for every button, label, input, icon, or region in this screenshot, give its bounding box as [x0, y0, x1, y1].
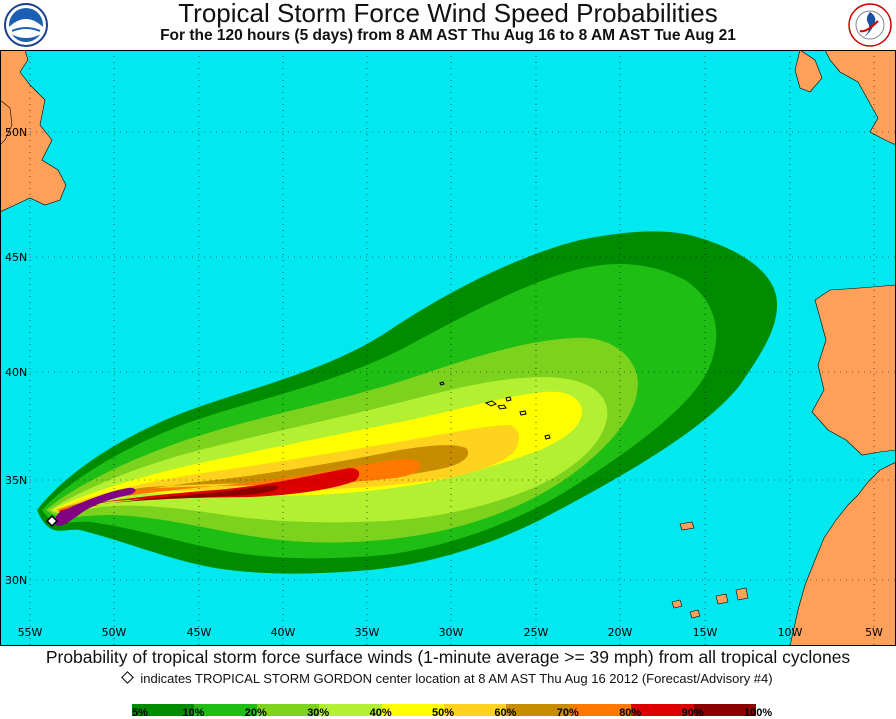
land-nova-scotia — [0, 99, 13, 146]
legend-label: 60% — [494, 707, 517, 719]
header: Tropical Storm Force Wind Speed Probabil… — [0, 0, 896, 50]
footer: Probability of tropical storm force surf… — [0, 646, 896, 719]
storm-center-note-text: indicates TROPICAL STORM GORDON center l… — [140, 671, 773, 686]
legend-label: 70% — [556, 707, 579, 719]
latitude-label: 50N — [5, 126, 27, 139]
legend-label: 40% — [369, 707, 392, 719]
land-uk — [824, 50, 896, 146]
legend-swatch — [693, 704, 756, 716]
longitude-label: 5W — [865, 626, 883, 639]
legend-swatch — [319, 704, 382, 716]
storm-center-marker — [45, 514, 59, 528]
longitude-label: 50W — [102, 626, 127, 639]
land-canaries — [671, 587, 749, 619]
azores-islands — [439, 381, 551, 440]
longitude-labels: 55W 50W 45W 40W 35W 30W 25W 20W 15W 10W 5W — [18, 626, 883, 639]
latitude-label: 30N — [5, 574, 27, 587]
probability-contours — [37, 231, 778, 574]
legend-label: 50% — [432, 707, 455, 719]
storm-center-note: indicates TROPICAL STORM GORDON center l… — [0, 671, 896, 686]
legend-label: 100% — [744, 707, 773, 719]
latitude-label: 35N — [5, 474, 27, 487]
longitude-label: 40W — [271, 626, 296, 639]
legend-swatch — [631, 704, 694, 716]
land — [0, 50, 896, 646]
map-title: Tropical Storm Force Wind Speed Probabil… — [178, 0, 718, 28]
land-ireland — [794, 50, 823, 93]
longitude-label: 10W — [778, 626, 803, 639]
latitude-label: 45N — [5, 251, 27, 264]
longitude-label: 35W — [355, 626, 380, 639]
legend-swatch — [194, 704, 257, 716]
legend-swatch — [132, 704, 195, 716]
latitude-label: 40N — [5, 366, 27, 379]
longitude-label: 30W — [439, 626, 464, 639]
probability-description: Probability of tropical storm force surf… — [45, 647, 851, 667]
longitude-label: 25W — [524, 626, 549, 639]
land-newfoundland — [0, 50, 67, 213]
legend-label: 20% — [244, 707, 267, 719]
noaa-logo — [4, 3, 48, 47]
legend-swatch — [568, 704, 632, 716]
legend-label: 30% — [307, 707, 330, 719]
longitude-label: 45W — [187, 626, 212, 639]
legend-swatch — [381, 704, 444, 716]
legend-swatch — [444, 704, 507, 716]
longitude-label: 55W — [18, 626, 43, 639]
legend-label: 5% — [132, 707, 148, 719]
legend-label: 80% — [619, 707, 642, 719]
land-africa — [789, 461, 896, 646]
latitude-labels: 50N 45N 40N 35N 30N — [5, 126, 27, 587]
legend-swatch — [506, 704, 569, 716]
diamond-icon — [121, 671, 135, 684]
longitude-label: 20W — [608, 626, 633, 639]
map-subtitle: For the 120 hours (5 days) from 8 AM AST… — [160, 27, 736, 44]
legend-label: 10% — [182, 707, 205, 719]
longitude-label: 15W — [693, 626, 718, 639]
legend-swatch — [256, 704, 320, 716]
probability-legend: 5% 10% 20% 30% 40% 50% 60% 70% 80% 90% 100% — [132, 704, 772, 719]
legend-label: 90% — [681, 707, 704, 719]
land-madeira — [679, 521, 695, 531]
probability-map: 50N 45N 40N 35N 30N 55W 50W 45W 40W 35W 30W 25W 20W… — [0, 50, 896, 646]
nws-logo — [848, 3, 892, 47]
